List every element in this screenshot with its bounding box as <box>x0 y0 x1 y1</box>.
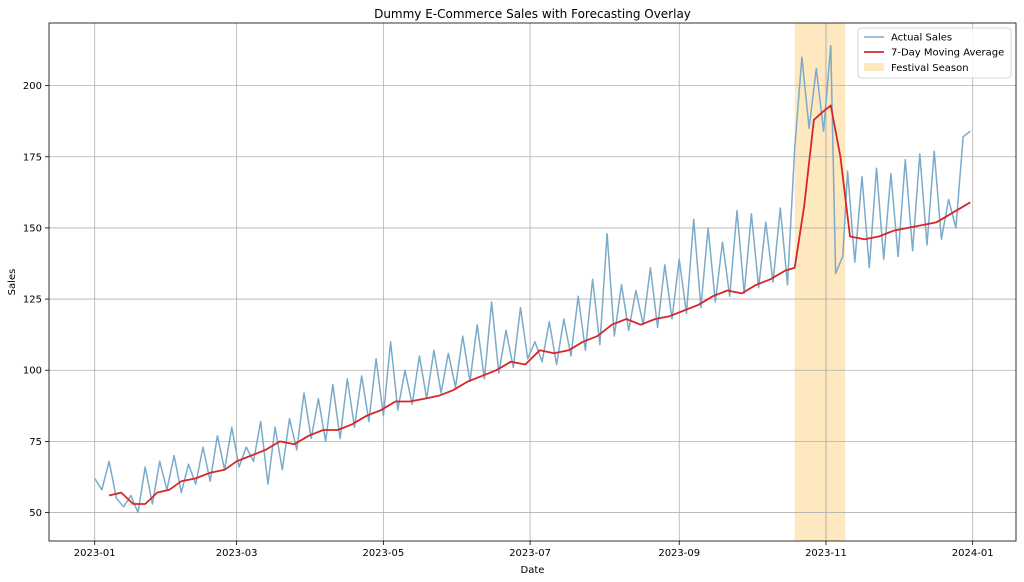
legend-moving-average-label: 7-Day Moving Average <box>891 48 1004 59</box>
legend-actual-sales-label: Actual Sales <box>891 33 952 44</box>
y-tick-label: 200 <box>23 81 42 92</box>
x-tick-label: 2023-11 <box>805 548 847 559</box>
festival-season-band <box>794 23 846 541</box>
legend-box <box>857 27 1012 79</box>
y-axis-label: Sales <box>7 269 18 296</box>
x-tick-label: 2023-05 <box>362 548 404 559</box>
y-tick-label: 75 <box>29 437 42 448</box>
y-tick-label: 125 <box>23 295 42 306</box>
x-tick-label: 2023-01 <box>74 548 116 559</box>
x-tick-label: 2023-07 <box>509 548 551 559</box>
y-tick-label: 50 <box>29 508 42 519</box>
legend-festival-season-label: Festival Season <box>891 63 969 74</box>
chart-title: Dummy E-Commerce Sales with Forecasting … <box>374 7 691 21</box>
x-tick-label: 2023-09 <box>658 548 700 559</box>
y-tick-label: 150 <box>23 223 42 234</box>
moving-average-line <box>108 104 971 505</box>
x-tick-label: 2024-01 <box>952 548 994 559</box>
y-tick-label: 100 <box>23 366 42 377</box>
legend-festival-season-swatch <box>864 63 884 71</box>
y-tick-label: 175 <box>23 152 42 163</box>
plot-frame <box>48 22 1017 542</box>
x-tick-label: 2023-03 <box>216 548 258 559</box>
x-axis-label: Date <box>521 565 545 576</box>
legend: Actual Sales 7-Day Moving Average Festiv… <box>857 27 1012 79</box>
